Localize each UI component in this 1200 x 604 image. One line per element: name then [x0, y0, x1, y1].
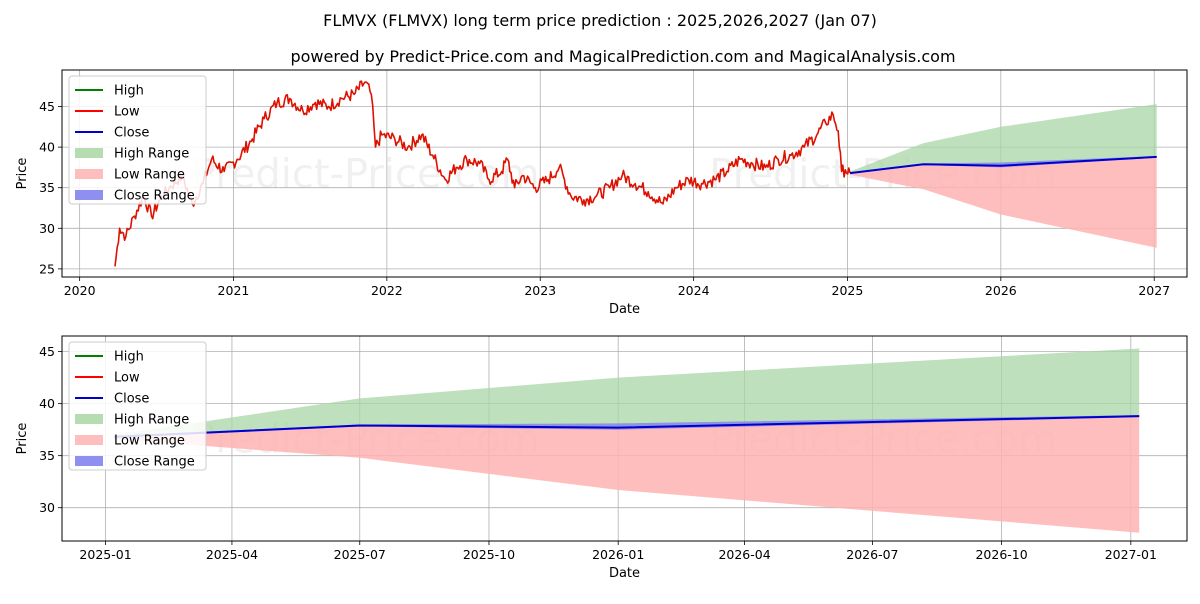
legend-entry-label: High Range	[114, 413, 189, 428]
x-tick-label: 2026-10	[975, 547, 1027, 562]
y-axis-label: Price	[15, 423, 30, 455]
x-tick-label: 2025-01	[79, 547, 131, 562]
x-axis-label: Date	[609, 566, 640, 581]
history-price-line	[114, 80, 851, 267]
x-tick-label: 2026-07	[846, 547, 898, 562]
x-axis-label: Date	[609, 302, 640, 317]
watermark-text: Predict-Price.com	[192, 152, 540, 198]
high-range-band	[850, 104, 1157, 174]
y-tick-label: 35	[39, 180, 55, 195]
x-tick-label: 2023	[524, 283, 556, 298]
plot-frame	[61, 69, 1188, 278]
legend-swatch-patch	[75, 435, 103, 445]
y-tick-label: 25	[39, 261, 55, 276]
x-tick-label: 2026	[985, 283, 1017, 298]
legend-box	[68, 75, 207, 205]
x-tick-label: 2020	[64, 283, 96, 298]
legend-entry-label: Close	[114, 126, 149, 141]
legend: High Low Close High Range Low Range Close Ran…	[68, 341, 207, 471]
top-panel: Predict-Price.comPredict-Price.com202020…	[15, 69, 1188, 317]
x-tick-label: 2025-04	[206, 547, 258, 562]
y-axis-label: Price	[15, 158, 30, 190]
x-tick-label: 2025-10	[463, 547, 515, 562]
x-tick-label: 2022	[371, 283, 403, 298]
x-tick-label: 2027	[1138, 283, 1170, 298]
x-tick-label: 2026-01	[592, 547, 644, 562]
legend-entry-label: Low	[114, 371, 140, 386]
x-tick-label: 2024	[678, 283, 710, 298]
legend-entry-label: High	[114, 350, 144, 365]
legend-swatch-patch	[75, 414, 103, 424]
chart-subtitle: powered by Predict-Price.com and Magical…	[290, 47, 955, 66]
chart-title: FLMVX (FLMVX) long term price prediction…	[323, 11, 877, 30]
legend-entry-label: Low	[114, 105, 140, 120]
x-tick-label: 2026-04	[718, 547, 770, 562]
y-tick-label: 30	[39, 221, 55, 236]
legend-swatch-patch	[75, 456, 103, 466]
legend-box	[68, 341, 207, 471]
y-tick-label: 35	[39, 448, 55, 463]
x-tick-label: 2027-01	[1105, 547, 1157, 562]
x-tick-label: 2025	[832, 283, 864, 298]
bottom-panel: Predict-Price.comPredict-Price.com2025-0…	[15, 335, 1188, 581]
x-tick-label: 2021	[218, 283, 250, 298]
legend-entry-label: Low Range	[114, 434, 185, 449]
y-tick-label: 40	[39, 140, 55, 155]
high-range-band	[114, 348, 1140, 437]
x-tick-label: 2025-07	[334, 547, 386, 562]
legend-entry-label: Low Range	[114, 168, 185, 183]
legend-swatch-patch	[75, 190, 103, 200]
low-range-band	[114, 416, 1140, 533]
legend-entry-label: High Range	[114, 147, 189, 162]
y-tick-label: 45	[39, 99, 55, 114]
y-tick-label: 40	[39, 396, 55, 411]
legend-swatch-patch	[75, 148, 103, 158]
legend-entry-label: Close	[114, 392, 149, 407]
close-forecast-line	[113, 415, 1140, 438]
low-range-band	[850, 156, 1157, 248]
legend: High Low Close High Range Low Range Close Ran…	[68, 75, 207, 205]
plot-frame	[61, 335, 1188, 542]
legend-entry-label: Close Range	[114, 189, 195, 204]
legend-swatch-patch	[75, 169, 103, 179]
close-forecast-line	[849, 155, 1157, 175]
y-tick-label: 30	[39, 500, 55, 515]
legend-entry-label: High	[114, 84, 144, 99]
legend-entry-label: Close Range	[114, 455, 195, 470]
y-tick-label: 45	[39, 344, 55, 359]
